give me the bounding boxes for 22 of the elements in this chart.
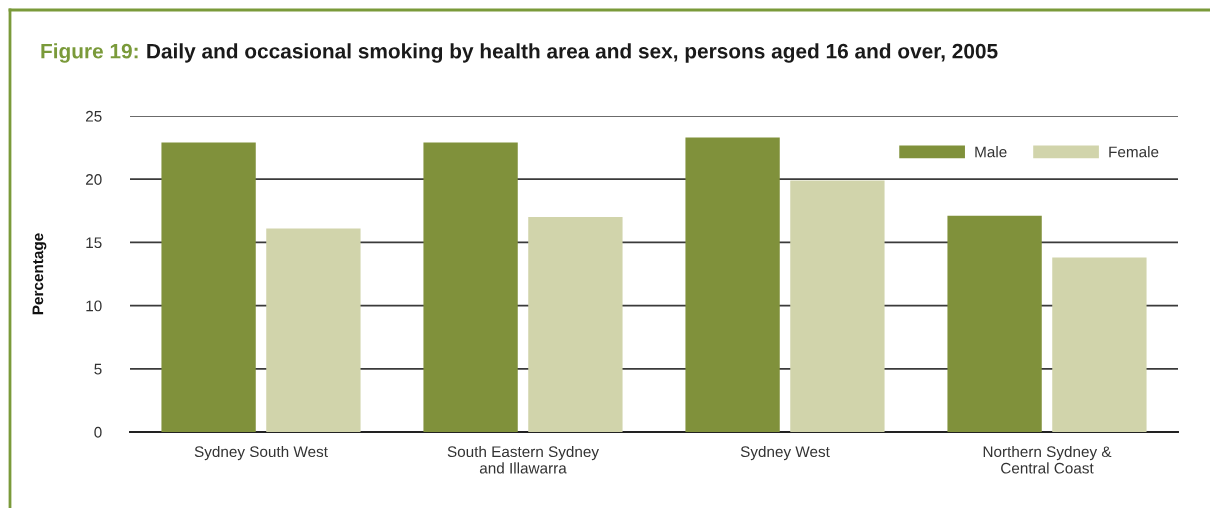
- y-tick-label: 10: [86, 300, 102, 312]
- y-tick-label: 0: [94, 426, 102, 438]
- bar: [161, 142, 256, 432]
- bar: [528, 217, 623, 432]
- y-tick-label: 25: [86, 110, 102, 122]
- bar: [1052, 257, 1147, 432]
- x-tick-label: Northern Sydney & Central Coast: [983, 445, 1112, 474]
- y-tick-label: 15: [86, 237, 102, 249]
- bar: [685, 137, 780, 432]
- y-axis-title: Percentage: [32, 233, 47, 315]
- x-tick-label: Sydney South West: [194, 445, 328, 461]
- chart-title: Figure 19: Daily and occasional smoking by health area and sex, persons aged 16 and over, 2005: [41, 43, 998, 63]
- y-tick-label: 5: [94, 363, 102, 375]
- legend-label: Female: [1109, 146, 1159, 158]
- x-tick-label: South Eastern Sydney and Illawarra: [447, 445, 599, 474]
- bar: [790, 180, 885, 432]
- legend-label: Male: [975, 146, 1007, 158]
- x-tick-label: Sydney West: [740, 445, 830, 461]
- bar: [947, 215, 1042, 432]
- bar: [266, 228, 361, 432]
- y-tick-label: 20: [86, 174, 102, 185]
- bar: [423, 142, 518, 432]
